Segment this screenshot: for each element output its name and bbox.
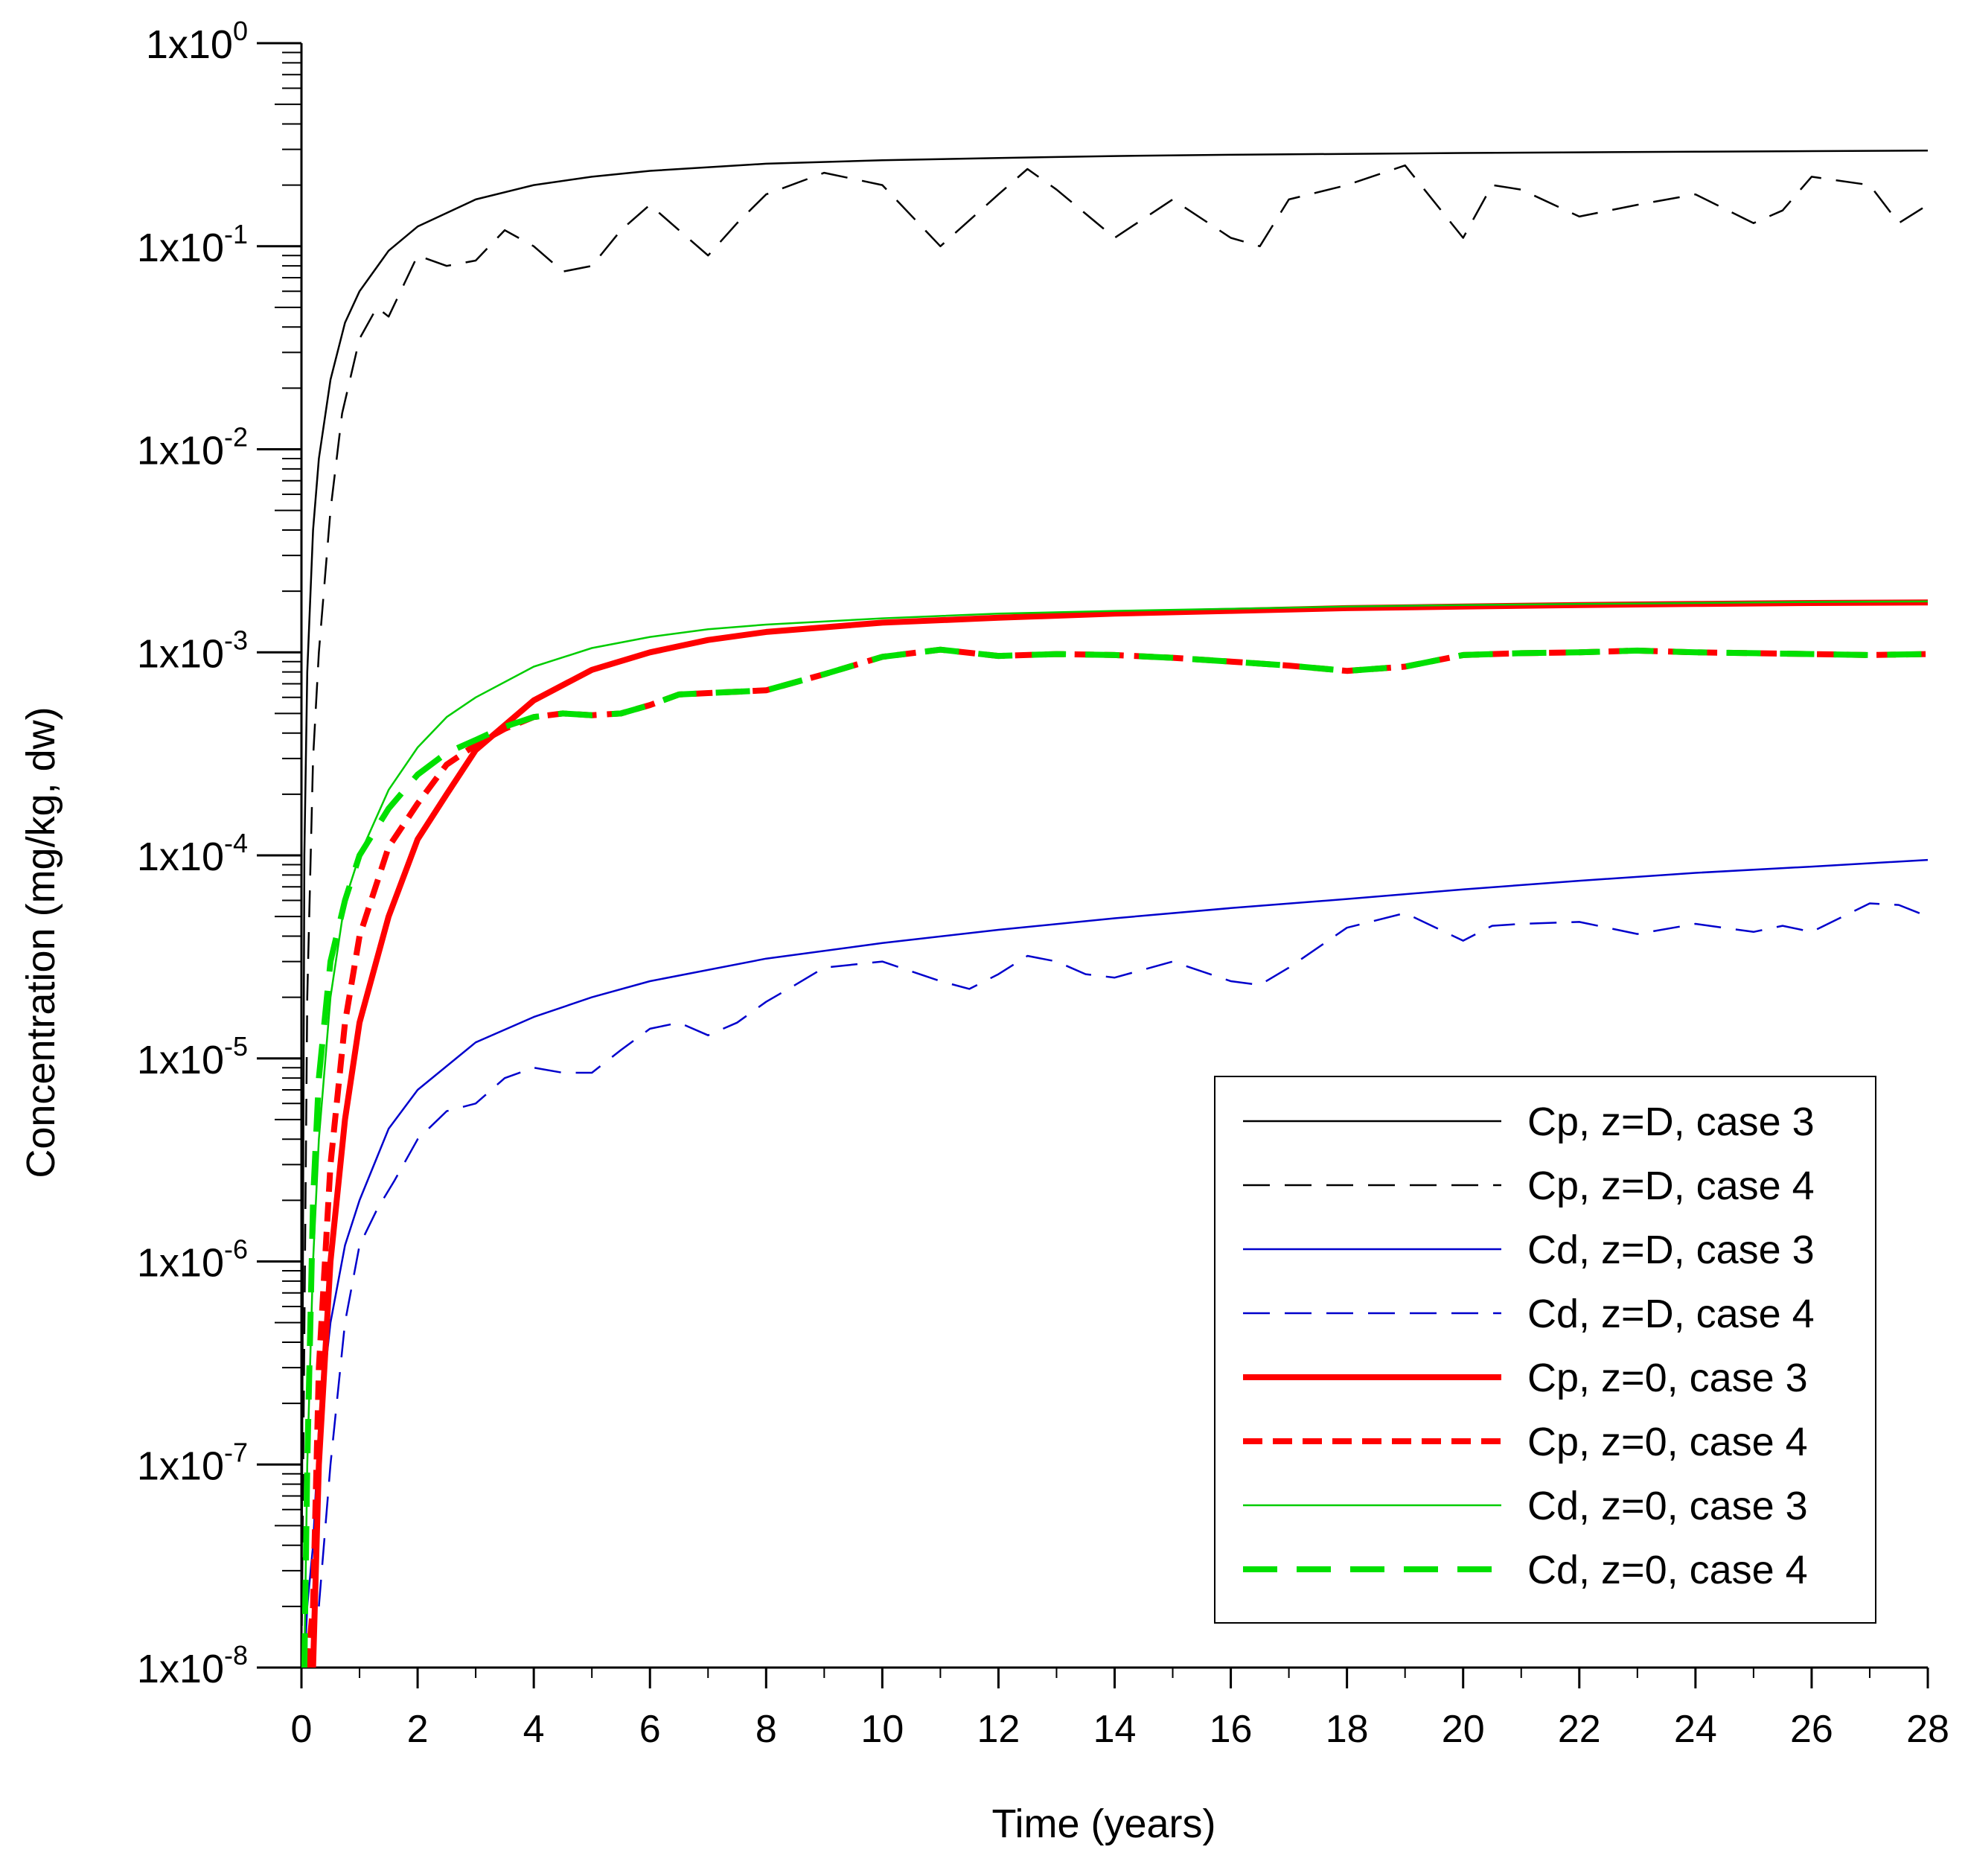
legend: Cp, z=D, case 3 Cp, z=D, case 4 Cd, z=D, c… bbox=[1214, 1076, 1876, 1624]
series-line-cp-z-d-case-4 bbox=[301, 164, 1928, 1668]
y-tick-label: 1x10-7 bbox=[137, 1437, 248, 1488]
y-tick-label: 1x10-6 bbox=[137, 1234, 248, 1286]
x-tick-label: 20 bbox=[1442, 1708, 1485, 1751]
y-tick-label: 1x10-5 bbox=[137, 1031, 248, 1082]
x-tick-label: 0 bbox=[291, 1708, 313, 1751]
x-tick-label: 12 bbox=[977, 1708, 1020, 1751]
series-line-cd-z-d-case-4 bbox=[318, 902, 1928, 1607]
x-tick-label: 2 bbox=[407, 1708, 429, 1751]
legend-label: Cd, z=D, case 4 bbox=[1527, 1292, 1815, 1336]
x-tick-label: 4 bbox=[523, 1708, 545, 1751]
legend-label: Cd, z=0, case 3 bbox=[1527, 1484, 1808, 1528]
axes: 0 2 4 6 8 10 12 14 16 18 20 22 24 26 281x1001x10-11x10… bbox=[137, 16, 1949, 1751]
legend-label: Cp, z=D, case 3 bbox=[1527, 1100, 1815, 1144]
x-tick-label: 16 bbox=[1210, 1708, 1253, 1751]
legend-box bbox=[1214, 1076, 1876, 1624]
x-tick-label: 14 bbox=[1093, 1708, 1137, 1751]
legend-label: Cp, z=0, case 3 bbox=[1527, 1356, 1808, 1400]
x-tick-label: 8 bbox=[755, 1708, 777, 1751]
legend-label: Cp, z=D, case 4 bbox=[1527, 1164, 1815, 1208]
y-tick-label: 1x10-2 bbox=[137, 422, 248, 473]
x-tick-label: 24 bbox=[1674, 1708, 1717, 1751]
y-tick-label: 1x10-4 bbox=[137, 828, 248, 879]
x-tick-label: 26 bbox=[1790, 1708, 1833, 1751]
y-tick-label: 1x100 bbox=[146, 16, 248, 67]
series-line-cp-z-d-case-3 bbox=[301, 149, 1928, 1668]
y-tick-label: 1x10-1 bbox=[137, 219, 248, 270]
series-line-cp-z-0-case-3 bbox=[310, 599, 1928, 1668]
legend-label: Cd, z=D, case 3 bbox=[1527, 1228, 1815, 1272]
x-tick-label: 22 bbox=[1558, 1708, 1601, 1751]
series-line-cd-z-0-case-4 bbox=[301, 646, 1928, 1668]
y-axis-label: Concentration (mg/kg, dw) bbox=[19, 706, 63, 1178]
legend-label: Cd, z=0, case 4 bbox=[1527, 1548, 1808, 1592]
legend-label: Cp, z=0, case 4 bbox=[1527, 1420, 1808, 1464]
series-layer bbox=[301, 149, 1928, 1668]
x-tick-label: 10 bbox=[860, 1708, 904, 1751]
x-tick-label: 6 bbox=[639, 1708, 661, 1751]
x-axis-label: Time (years) bbox=[991, 1802, 1215, 1846]
x-tick-label: 18 bbox=[1326, 1708, 1369, 1751]
series-line-cd-z-0-case-3 bbox=[303, 600, 1928, 1668]
y-tick-label: 1x10-3 bbox=[137, 625, 248, 676]
y-tick-label: 1x10-8 bbox=[137, 1640, 248, 1691]
x-tick-label: 28 bbox=[1906, 1708, 1949, 1751]
